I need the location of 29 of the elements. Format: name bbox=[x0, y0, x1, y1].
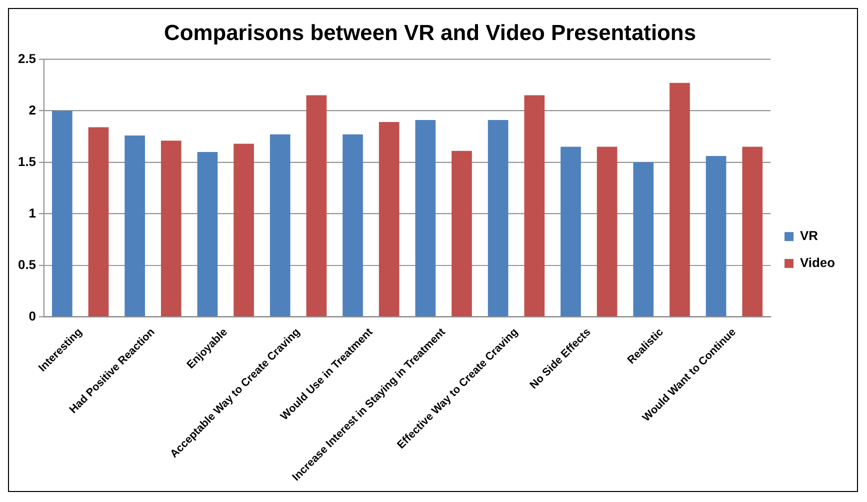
bar bbox=[596, 146, 618, 316]
bar bbox=[124, 135, 145, 316]
bar bbox=[742, 146, 763, 316]
bar bbox=[488, 120, 508, 316]
bar bbox=[306, 95, 327, 316]
bar bbox=[88, 127, 109, 316]
y-tick-label: 2.5 bbox=[18, 50, 36, 66]
bar bbox=[160, 140, 182, 316]
bar bbox=[234, 144, 254, 316]
bar bbox=[378, 122, 400, 316]
bar bbox=[342, 134, 363, 316]
bar bbox=[452, 150, 472, 316]
bar bbox=[670, 82, 690, 316]
bar bbox=[633, 162, 654, 316]
bar bbox=[560, 146, 581, 316]
y-tick-label: 0 bbox=[28, 308, 36, 324]
y-tick-label: 1 bbox=[28, 205, 36, 220]
bar bbox=[197, 152, 218, 316]
legend-label: VR bbox=[800, 228, 819, 244]
y-tick-label: 1.5 bbox=[18, 154, 36, 169]
bar bbox=[415, 120, 436, 316]
bar bbox=[524, 95, 545, 316]
y-tick-label: 0.5 bbox=[18, 256, 36, 272]
bar bbox=[270, 134, 290, 316]
bar bbox=[706, 156, 726, 316]
chart-title: Comparisons between VR and Video Presentations bbox=[164, 20, 696, 46]
legend-label: Video bbox=[800, 255, 836, 270]
y-tick-label: 2 bbox=[28, 102, 36, 118]
bar bbox=[52, 110, 72, 316]
